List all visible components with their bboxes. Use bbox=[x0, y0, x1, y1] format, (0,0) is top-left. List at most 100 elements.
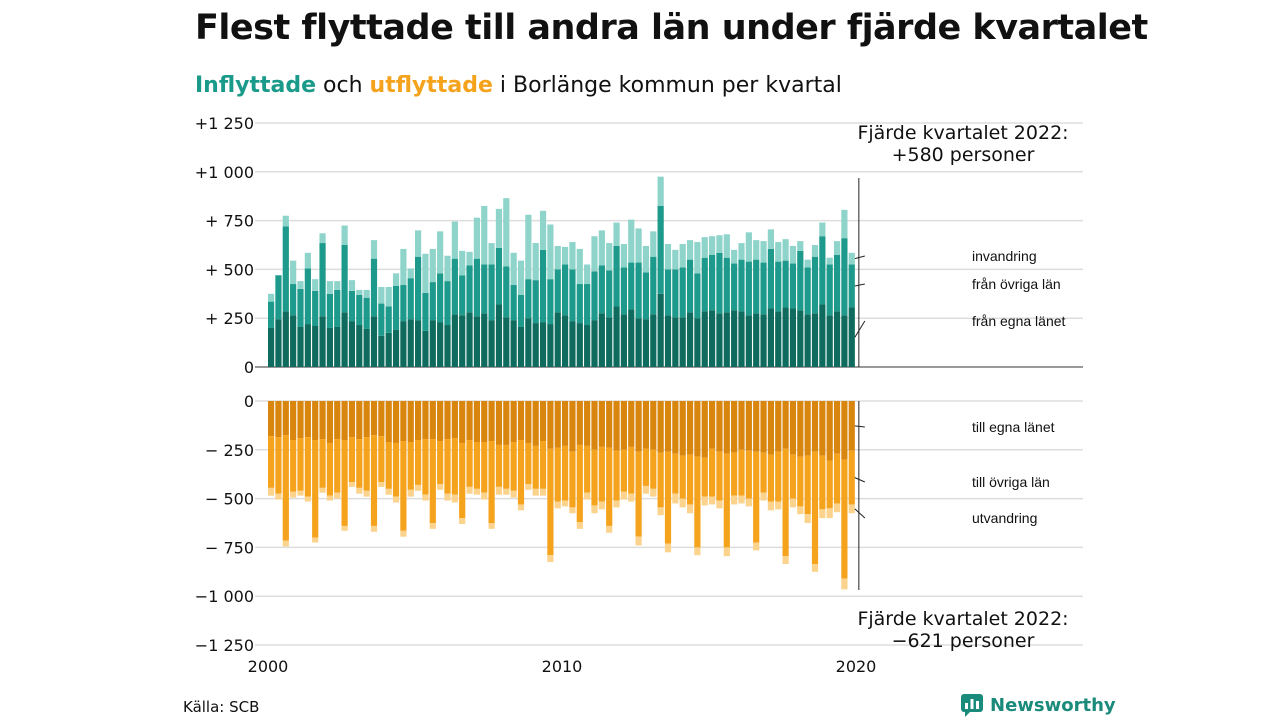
bar-in-2 bbox=[833, 241, 841, 255]
bar-in-2 bbox=[731, 249, 738, 264]
bar-in-2 bbox=[642, 245, 650, 273]
bar-out-2 bbox=[392, 496, 400, 503]
bar-out-2 bbox=[562, 500, 569, 507]
bar-out-2 bbox=[738, 495, 745, 504]
bar-in-1 bbox=[392, 285, 400, 330]
bar-in-1 bbox=[525, 279, 532, 319]
bar-in-1 bbox=[745, 261, 752, 316]
bar-out-0 bbox=[326, 401, 333, 443]
bar-in-0 bbox=[584, 325, 591, 367]
bar-out-2 bbox=[716, 500, 723, 509]
bar-in-2 bbox=[334, 281, 341, 290]
bar-out-2 bbox=[539, 488, 547, 496]
bar-out-0 bbox=[738, 401, 745, 450]
bar-in-1 bbox=[760, 262, 767, 315]
y-tick-top: +1 000 bbox=[195, 163, 254, 182]
bar-in-0 bbox=[319, 316, 326, 367]
bar-out-2 bbox=[334, 492, 341, 499]
bar-out-0 bbox=[488, 401, 495, 442]
bar-in-2 bbox=[378, 286, 385, 304]
bar-in-1 bbox=[613, 245, 620, 307]
bar-out-1 bbox=[723, 453, 730, 548]
bar-out-0 bbox=[370, 401, 378, 436]
bar-in-1 bbox=[459, 275, 466, 316]
bar-in-2 bbox=[488, 243, 495, 265]
bar-in-0 bbox=[268, 327, 275, 367]
bar-out-1 bbox=[753, 451, 760, 543]
series-label-out: utvandring bbox=[972, 510, 1037, 526]
chart-subtitle: Inflyttade och utflyttade i Borlänge kom… bbox=[195, 73, 842, 98]
bar-out-0 bbox=[275, 401, 282, 438]
bar-out-1 bbox=[613, 450, 620, 501]
bar-out-0 bbox=[341, 401, 348, 441]
bars bbox=[268, 176, 855, 590]
bar-out-2 bbox=[312, 537, 319, 543]
bar-in-2 bbox=[459, 250, 466, 276]
bar-out-0 bbox=[319, 401, 326, 440]
bar-out-0 bbox=[841, 401, 848, 460]
bar-out-1 bbox=[429, 439, 436, 523]
bar-out-2 bbox=[797, 506, 804, 515]
bar-out-2 bbox=[385, 488, 392, 495]
y-tick-top: +1 250 bbox=[195, 114, 254, 133]
bar-out-2 bbox=[415, 484, 422, 491]
bar-out-1 bbox=[348, 437, 356, 483]
bar-in-0 bbox=[811, 313, 819, 367]
bar-in-2 bbox=[473, 217, 480, 259]
bar-out-0 bbox=[775, 401, 782, 452]
series-label-in: från övriga län bbox=[972, 276, 1061, 292]
bar-in-0 bbox=[495, 304, 503, 367]
bar-out-1 bbox=[841, 459, 848, 579]
bar-out-0 bbox=[642, 401, 650, 449]
bar-out-1 bbox=[804, 455, 811, 515]
bar-in-0 bbox=[488, 320, 495, 367]
bar-out-1 bbox=[547, 448, 554, 556]
bar-in-0 bbox=[451, 314, 458, 367]
bar-out-0 bbox=[709, 401, 716, 449]
bar-in-0 bbox=[591, 320, 598, 367]
bar-out-1 bbox=[576, 444, 583, 523]
series-label-in: invandring bbox=[972, 248, 1037, 264]
bar-in-0 bbox=[415, 320, 422, 367]
bar-out-1 bbox=[782, 448, 789, 557]
bar-in-1 bbox=[415, 256, 422, 321]
bar-in-1 bbox=[738, 259, 745, 312]
bar-out-1 bbox=[767, 454, 774, 502]
bar-out-1 bbox=[407, 441, 414, 490]
bar-in-2 bbox=[297, 281, 304, 289]
bar-out-0 bbox=[503, 401, 510, 445]
bar-in-1 bbox=[709, 254, 716, 311]
bar-out-2 bbox=[422, 494, 429, 501]
bar-out-2 bbox=[488, 523, 495, 529]
bar-in-2 bbox=[341, 225, 348, 245]
bar-out-2 bbox=[275, 493, 282, 500]
bar-in-0 bbox=[731, 310, 738, 367]
bar-in-1 bbox=[562, 264, 569, 316]
bar-in-2 bbox=[804, 259, 811, 268]
bar-out-1 bbox=[378, 436, 385, 483]
bar-in-1 bbox=[606, 270, 613, 318]
bar-in-2 bbox=[584, 264, 591, 285]
bar-in-0 bbox=[539, 322, 547, 367]
bar-in-2 bbox=[760, 241, 767, 263]
bar-out-1 bbox=[304, 437, 311, 497]
bar-out-0 bbox=[613, 401, 620, 451]
bar-in-2 bbox=[363, 289, 370, 298]
bar-in-2 bbox=[451, 221, 458, 259]
bar-out-0 bbox=[620, 401, 627, 450]
bar-in-2 bbox=[392, 273, 400, 286]
annotation-top-line1: Fjärde kvartalet 2022: bbox=[857, 122, 1068, 144]
bar-out-0 bbox=[753, 401, 760, 452]
bar-in-1 bbox=[767, 248, 774, 309]
bar-in-0 bbox=[841, 315, 848, 367]
bar-out-0 bbox=[767, 401, 774, 455]
bar-out-0 bbox=[348, 401, 356, 438]
bar-in-0 bbox=[407, 319, 414, 367]
bar-out-2 bbox=[459, 518, 466, 524]
bar-in-0 bbox=[444, 325, 451, 367]
bar-out-0 bbox=[833, 401, 841, 454]
bar-in-0 bbox=[312, 326, 319, 367]
bar-in-1 bbox=[385, 306, 392, 333]
bar-out-0 bbox=[495, 401, 503, 445]
bar-in-2 bbox=[415, 230, 422, 257]
